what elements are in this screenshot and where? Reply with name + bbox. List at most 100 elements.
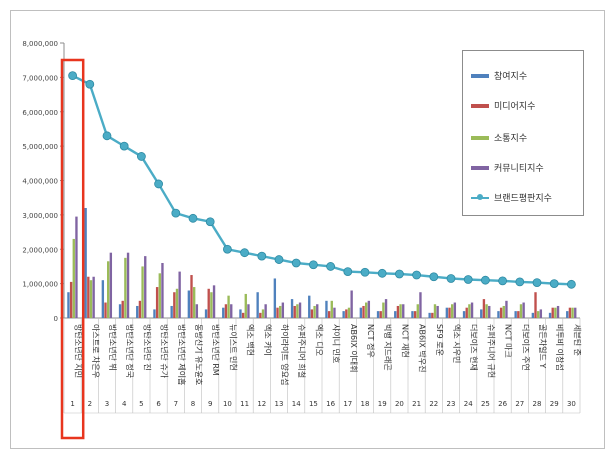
bar-4-27 <box>522 302 525 318</box>
legend-label: 브랜드평판지수 <box>494 194 552 204</box>
bar-3-5 <box>141 266 144 318</box>
y-tick-label: 7,000,000 <box>22 74 58 82</box>
line-point-29 <box>549 279 559 289</box>
line-point-13 <box>274 255 284 264</box>
bar-2-23 <box>448 307 451 318</box>
bar-3-26 <box>502 305 505 318</box>
legend-item: 소통지수 <box>471 131 527 144</box>
y-tick-label: 1,000,000 <box>22 281 58 289</box>
x-category-label: 더보이즈 현재 <box>469 324 479 371</box>
bar-3-17 <box>347 307 351 318</box>
bar-3-3 <box>107 261 110 318</box>
bar-4-19 <box>384 299 388 318</box>
bar-1-5 <box>136 305 139 318</box>
bar-3-14 <box>296 304 299 318</box>
bar-4-3 <box>109 252 113 318</box>
bar-2-3 <box>104 302 107 318</box>
x-index-label: 29 <box>550 400 559 408</box>
line-point-6 <box>154 179 164 189</box>
bar-2-10 <box>224 304 228 318</box>
x-category-label: 엑소 디오 <box>314 324 324 356</box>
bar-4-28 <box>539 309 543 318</box>
legend-item: 참여지수 <box>471 69 527 82</box>
bar-1-16 <box>325 300 328 318</box>
bar-3-29 <box>554 307 557 318</box>
x-index-label: 4 <box>122 400 127 408</box>
x-category-label: 샤이니 민호 <box>332 324 342 363</box>
x-category-label: 세븐틴 준 <box>572 324 582 356</box>
line-point-12 <box>257 251 267 261</box>
bar-2-12 <box>259 312 262 318</box>
bar-3-30 <box>571 307 574 318</box>
legend-label: 소통지수 <box>494 134 528 144</box>
bar-1-18 <box>359 307 363 318</box>
legend-item: 미디어지수 <box>471 99 535 112</box>
bar-3-2 <box>89 280 93 318</box>
x-category-label: 엑소 카이 <box>263 324 273 356</box>
x-category-label: NCT 정우 <box>366 324 376 358</box>
bar-4-25 <box>488 305 491 318</box>
bar-2-7 <box>173 292 176 318</box>
x-index-label: 23 <box>447 400 456 408</box>
bar-1-9 <box>204 309 208 318</box>
bar-3-24 <box>468 304 471 318</box>
bar-2-29 <box>551 307 554 318</box>
bar-1-23 <box>445 307 449 318</box>
line-point-17 <box>343 267 353 276</box>
bar-3-15 <box>313 305 316 318</box>
x-category-label: 방탄소년단 진 <box>142 324 152 371</box>
x-category-label: 뉴이스트 민현 <box>228 324 238 371</box>
y-tick-label: 5,000,000 <box>22 143 58 151</box>
x-index-label: 14 <box>292 400 301 408</box>
x-index-label: 8 <box>191 400 195 408</box>
x-index-label: 17 <box>343 400 352 408</box>
bar-3-6 <box>158 273 161 318</box>
line-point-24 <box>463 275 473 284</box>
line-point-15 <box>308 260 318 270</box>
bar-3-10 <box>227 295 230 318</box>
line-point-27 <box>515 277 525 287</box>
bar-1-27 <box>514 311 517 318</box>
bar-2-22 <box>431 312 434 318</box>
bar-3-25 <box>485 304 488 318</box>
legend-swatch <box>471 103 489 108</box>
bar-1-6 <box>153 309 156 318</box>
line-point-11 <box>240 248 250 258</box>
bar-2-2 <box>87 276 90 318</box>
x-index-label: 13 <box>275 400 284 408</box>
x-index-label: 5 <box>139 400 143 408</box>
bar-4-29 <box>556 305 560 318</box>
bar-2-15 <box>310 309 314 318</box>
bar-1-3 <box>101 280 105 318</box>
bar-1-13 <box>273 278 277 318</box>
legend-item: 브랜드평판지수 <box>471 191 552 204</box>
bar-4-9 <box>212 285 216 318</box>
line-point-19 <box>377 268 387 278</box>
bar-1-7 <box>170 305 173 318</box>
bar-4-30 <box>574 307 577 318</box>
x-category-label: 방탄소년단 정국 <box>125 324 135 378</box>
x-category-label: 빅뱅 지드래곤 <box>383 324 393 371</box>
bar-4-17 <box>350 290 353 318</box>
line-point-14 <box>291 258 301 268</box>
x-index-label: 16 <box>326 400 335 408</box>
y-tick-label: 8,000,000 <box>22 40 58 48</box>
x-index-label: 2 <box>88 400 92 408</box>
legend-item: 커뮤니티지수 <box>471 161 544 174</box>
bar-1-28 <box>531 312 535 318</box>
bar-1-8 <box>187 290 191 318</box>
bar-4-22 <box>436 305 439 318</box>
x-category-label: NCT 마크 <box>504 324 513 358</box>
bar-1-10 <box>222 307 225 318</box>
bar-4-23 <box>453 302 457 318</box>
x-index-label: 11 <box>240 400 249 408</box>
bar-2-20 <box>396 305 400 318</box>
bar-2-26 <box>499 307 503 318</box>
bar-4-26 <box>505 300 508 318</box>
bar-3-1 <box>72 238 75 318</box>
line-point-8 <box>188 213 198 223</box>
line-point-20 <box>394 269 404 279</box>
y-tick-label: 2,000,000 <box>22 246 58 254</box>
bar-4-14 <box>298 302 302 318</box>
bar-3-9 <box>210 292 213 318</box>
